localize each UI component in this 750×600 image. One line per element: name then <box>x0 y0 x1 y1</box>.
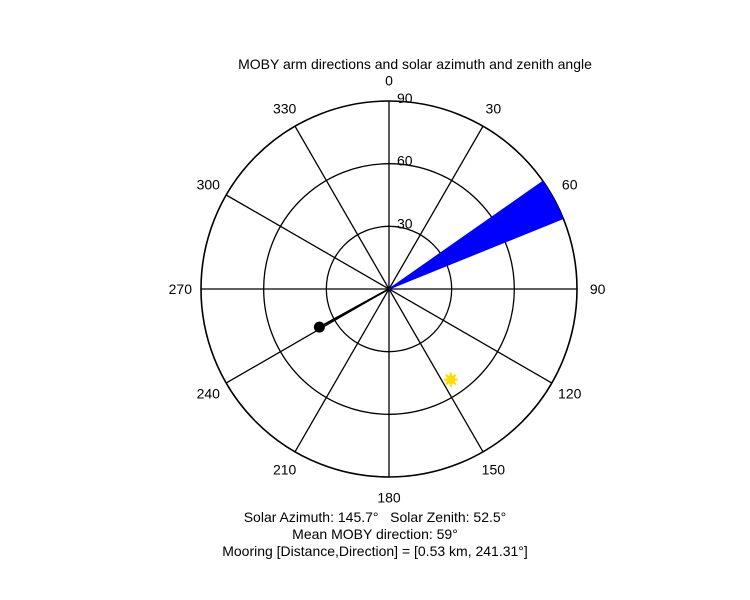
angle-tick-label: 120 <box>558 385 582 401</box>
solar-caption: Solar Azimuth: 145.7° Solar Zenith: 52.5… <box>243 509 507 525</box>
angle-tick-label: 30 <box>486 100 502 116</box>
angle-tick-label: 330 <box>273 100 297 116</box>
arm-direction-wedge <box>389 181 564 289</box>
angle-tick-label: 240 <box>197 385 221 401</box>
mooring-line <box>318 288 390 328</box>
angle-tick-label: 180 <box>377 490 401 506</box>
markers <box>313 288 458 387</box>
angle-tick-label: 60 <box>562 177 578 193</box>
angle-tick-label: 300 <box>197 177 221 193</box>
ring-60 <box>263 163 515 415</box>
mooring-point <box>313 321 325 333</box>
angle-tick-label: 150 <box>482 462 506 478</box>
sun-point <box>446 375 456 385</box>
angle-tick-label: 0 <box>385 72 393 88</box>
sun-marker <box>443 372 458 387</box>
mooring-caption: Mooring [Distance,Direction] = [0.53 km,… <box>222 543 528 559</box>
arm-directions-fan <box>388 180 564 290</box>
mean-direction-caption: Mean MOBY direction: 59° <box>292 526 458 542</box>
tick-labels: 0 30 60 90 120 150 180 210 240 270 300 330 30 60 90 <box>169 72 606 505</box>
angle-tick-label: 90 <box>590 281 606 297</box>
chart-title: MOBY arm directions and solar azimuth an… <box>238 56 592 72</box>
angle-tick-label: 270 <box>169 281 193 297</box>
radial-tick-label: 30 <box>397 215 413 231</box>
radial-tick-label: 60 <box>397 153 413 169</box>
angle-tick-label: 210 <box>273 462 297 478</box>
radial-tick-label: 90 <box>397 90 413 106</box>
ring-90 <box>200 100 578 478</box>
ring-30 <box>325 225 453 353</box>
